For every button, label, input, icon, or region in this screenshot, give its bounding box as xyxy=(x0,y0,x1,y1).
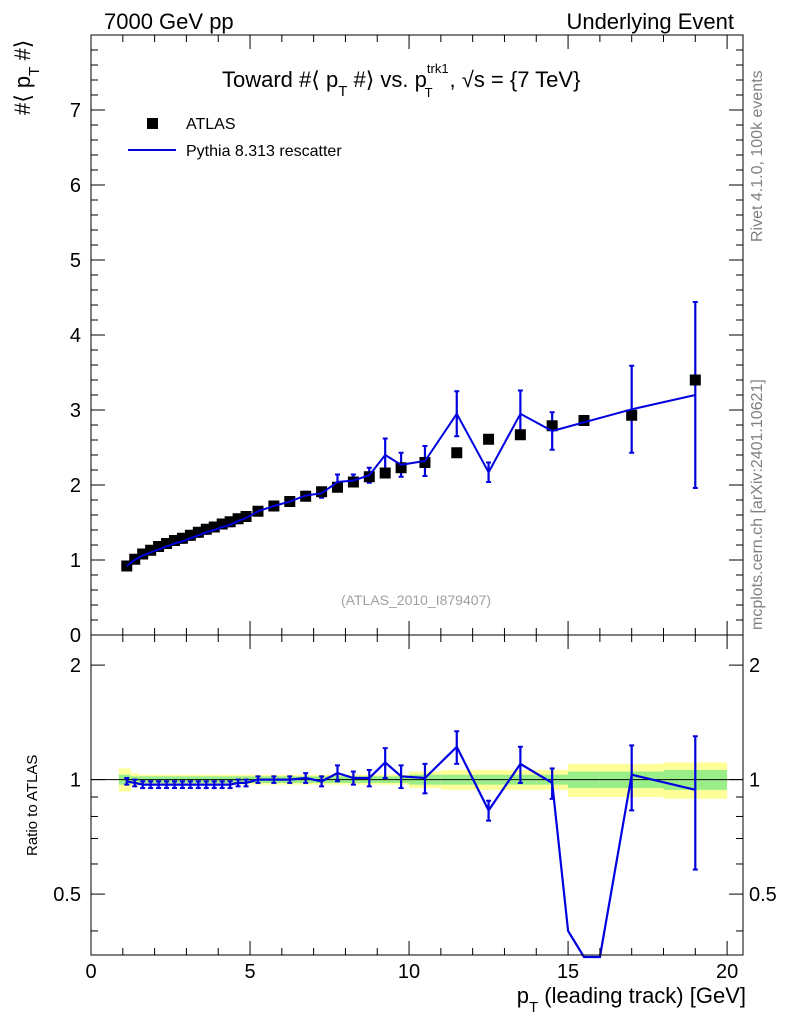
atlas-point xyxy=(514,429,526,441)
main-y-tick-labels: 0 1 2 3 4 5 6 7 xyxy=(70,100,81,647)
x-axis-label-main: p xyxy=(517,983,529,1008)
main-y-tick-label: 7 xyxy=(70,100,81,122)
atlas-point xyxy=(240,511,252,522)
y-axis-label-main: #⟨ p xyxy=(10,76,35,115)
atlas-point xyxy=(161,538,173,549)
main-axis-ticks xyxy=(90,35,743,636)
ratio-y-tick-label-right: 0.5 xyxy=(749,884,777,906)
chart-title: Toward #⟨ pT #⟩ vs. ptrk1 T, √s = {7 TeV} xyxy=(222,61,580,100)
title-sub-a: T xyxy=(338,83,347,100)
x-tick-label: 20 xyxy=(716,961,738,983)
atlas-point xyxy=(208,521,220,533)
atlas-point xyxy=(184,529,196,541)
x-tick-label: 15 xyxy=(557,961,579,983)
x-tick-label: 10 xyxy=(398,961,420,983)
atlas-point xyxy=(137,548,149,560)
pythia-line xyxy=(126,394,696,567)
atlas-point xyxy=(578,415,590,426)
atlas-point xyxy=(216,518,228,530)
ratio-y-tick-label-right: 1 xyxy=(749,770,760,792)
side-label-rivet: Rivet 4.1.0, 100k events xyxy=(749,70,766,242)
ratio-error-bars xyxy=(124,730,698,871)
header-left: 7000 GeV pp xyxy=(104,9,234,34)
y-axis-label-rest: #⟩ xyxy=(10,40,35,67)
atlas-point xyxy=(224,516,236,528)
ratio-y-label: Ratio to ATLAS xyxy=(24,755,41,856)
main-y-tick-label: 5 xyxy=(70,250,81,272)
atlas-point xyxy=(546,420,558,432)
atlas-point xyxy=(176,532,188,544)
x-tick-labels: 0 5 10 15 20 xyxy=(85,961,738,983)
atlas-point xyxy=(232,513,244,525)
ratio-y-tick-labels: 0.5 1 2 xyxy=(53,655,81,906)
atlas-point xyxy=(168,535,180,546)
x-tick-label: 0 xyxy=(85,961,96,983)
atlas-point xyxy=(419,457,431,468)
ratio-plot-frame xyxy=(90,634,744,956)
title-part-a: Toward #⟨ p xyxy=(222,67,338,92)
atlas-point xyxy=(200,523,212,535)
ratio-panel: 0.5 1 2 0.5 1 2 Ratio to ATLAS 0 5 10 15 20 pT (… xyxy=(24,634,777,1016)
atlas-point xyxy=(121,560,133,572)
x-axis-label-sub: T xyxy=(529,999,538,1016)
atlas-point xyxy=(379,467,391,479)
ratio-axis-ticks xyxy=(90,635,743,955)
atlas-point xyxy=(153,541,165,552)
atlas-point xyxy=(347,476,359,488)
legend: ATLAS Pythia 8.313 rescatter xyxy=(128,116,342,160)
y-axis-label-sub: T xyxy=(26,67,43,76)
title-sup-b: trk1 xyxy=(427,61,449,76)
main-y-tick-label: 0 xyxy=(70,625,81,647)
header-right: Underlying Event xyxy=(566,9,734,34)
atlas-point xyxy=(192,526,204,538)
main-y-tick-label: 1 xyxy=(70,550,81,572)
ratio-y-tick-label-right: 2 xyxy=(749,655,760,677)
legend-atlas-label: ATLAS xyxy=(186,116,236,133)
atlas-point xyxy=(331,481,343,493)
main-y-tick-label: 3 xyxy=(70,400,81,422)
atlas-point xyxy=(451,447,463,459)
ratio-y-tick-label: 2 xyxy=(70,655,81,677)
atlas-point xyxy=(145,544,157,556)
legend-atlas-marker xyxy=(147,118,158,129)
analysis-id: (ATLAS_2010_I879407) xyxy=(341,592,491,608)
main-y-tick-label: 6 xyxy=(70,175,81,197)
atlas-point xyxy=(483,433,495,445)
ratio-y-tick-label: 1 xyxy=(70,770,81,792)
x-tick-label: 5 xyxy=(244,961,255,983)
ratio-y-tick-label: 0.5 xyxy=(53,884,81,906)
ratio-line xyxy=(126,744,696,959)
atlas-point xyxy=(689,374,701,386)
x-axis-label: pT (leading track) [GeV] xyxy=(517,983,746,1016)
side-label-mcplots: mcplots.cern.ch [arXiv:2401.10621] xyxy=(749,379,766,630)
atlas-point xyxy=(363,471,375,483)
main-y-tick-label: 4 xyxy=(70,325,81,347)
atlas-points xyxy=(121,374,701,572)
title-part-b: #⟩ vs. p xyxy=(347,67,427,92)
x-axis-label-rest: (leading track) [GeV] xyxy=(538,983,746,1008)
legend-pythia-label: Pythia 8.313 rescatter xyxy=(186,143,342,160)
title-sub-b: T xyxy=(425,85,433,100)
main-y-tick-label: 2 xyxy=(70,475,81,497)
atlas-point xyxy=(626,409,638,421)
atlas-point xyxy=(395,462,407,474)
ratio-y-tick-labels-right: 0.5 1 2 xyxy=(749,655,777,906)
y-axis-label: #⟨ pT #⟩ xyxy=(10,40,43,115)
title-part-c: , √s = {7 TeV} xyxy=(450,67,581,92)
atlas-point xyxy=(316,486,328,498)
